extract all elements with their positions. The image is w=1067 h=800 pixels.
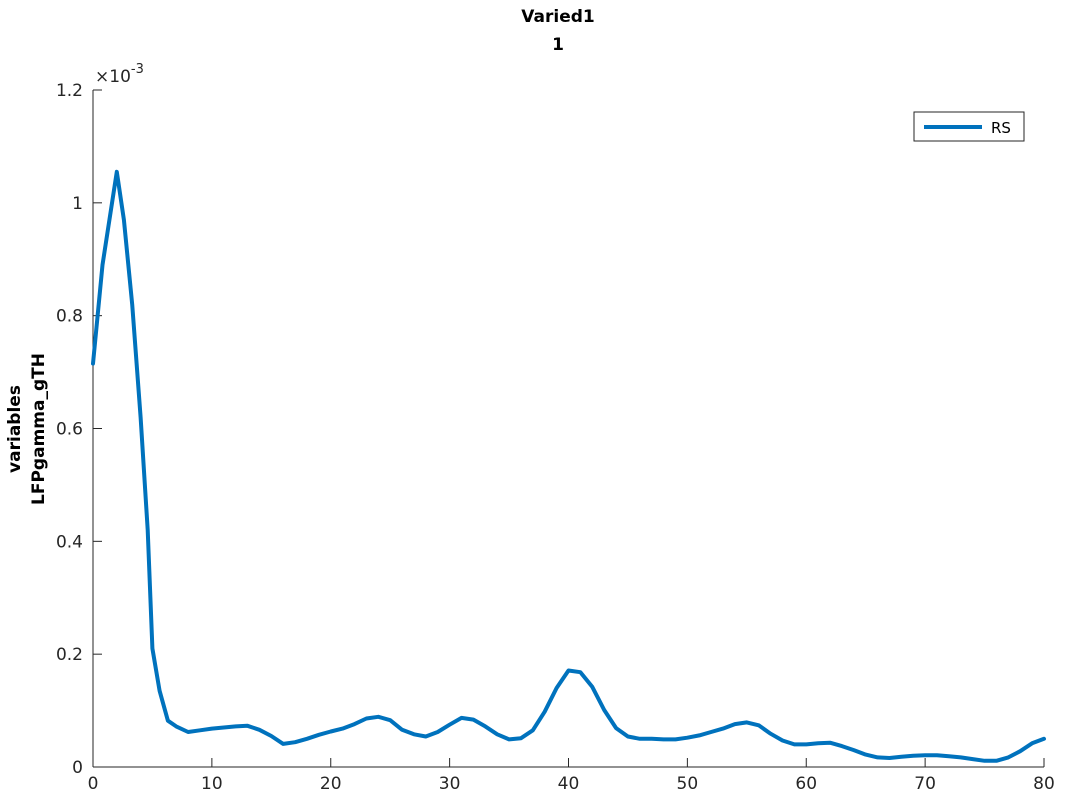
x-tick-label: 60 — [795, 774, 817, 794]
y-tick-label: 1.2 — [56, 81, 83, 101]
y-axis-label-line-2: LFPgamma_gTH — [29, 353, 49, 505]
chart-title-line-1: Varied1 — [521, 7, 594, 27]
axes: 0 10 20 30 40 50 60 70 80 0 0.2 0.4 0.6 0.8 1 1.2 — [56, 81, 1055, 794]
chart-title-line-2: 1 — [552, 35, 564, 55]
legend-label-rs: RS — [991, 119, 1011, 137]
x-tick-label: 80 — [1033, 774, 1055, 794]
y-tick-label: 0.2 — [56, 645, 83, 665]
y-tick-label: 0 — [72, 758, 83, 778]
series-line-rs — [91, 169, 1046, 763]
x-tick-label: 50 — [677, 774, 699, 794]
legend: RS — [913, 111, 1025, 142]
y-tick-label: 0.8 — [56, 307, 83, 327]
y-ticks: 0 0.2 0.4 0.6 0.8 1 1.2 — [56, 81, 102, 778]
exponent-multiplier: × — [95, 67, 109, 87]
exponent-power: -3 — [131, 62, 144, 77]
x-tick-label: 10 — [201, 774, 223, 794]
y-tick-label: 0.4 — [56, 532, 83, 552]
x-tick-label: 0 — [88, 774, 99, 794]
y-axis-exponent: ×10-3 — [95, 62, 144, 87]
y-tick-label: 0.6 — [56, 420, 83, 440]
x-ticks: 0 10 20 30 40 50 60 70 80 — [88, 758, 1055, 794]
x-tick-label: 30 — [439, 774, 461, 794]
y-axis-label-line-1: variables — [5, 385, 25, 473]
x-tick-label: 40 — [558, 774, 580, 794]
x-tick-label: 70 — [914, 774, 936, 794]
y-tick-label: 1 — [72, 194, 83, 214]
exponent-base: 10 — [109, 67, 131, 87]
x-tick-label: 20 — [320, 774, 342, 794]
